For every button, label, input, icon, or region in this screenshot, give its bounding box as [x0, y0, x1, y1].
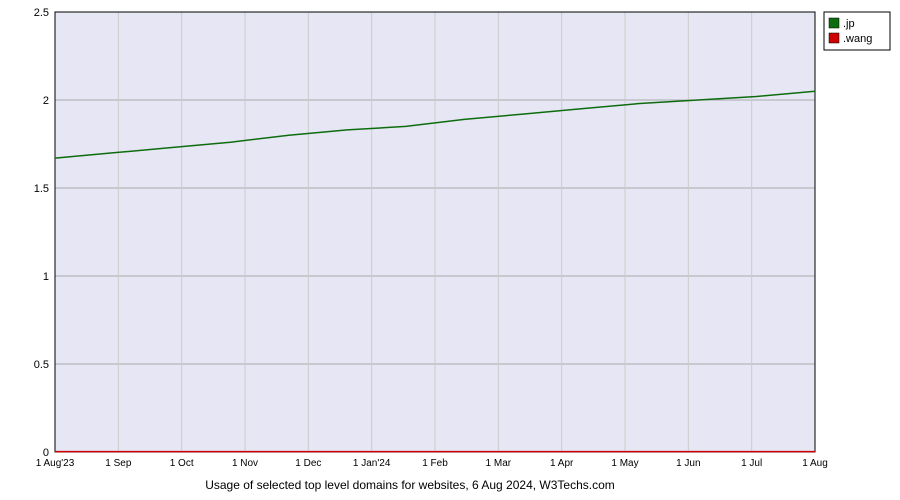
svg-text:1 Oct: 1 Oct	[170, 458, 194, 469]
line-chart: 00.511.522.51 Aug'231 Sep1 Oct1 Nov1 Dec…	[0, 0, 900, 500]
svg-text:2.5: 2.5	[34, 7, 49, 19]
svg-text:1 Nov: 1 Nov	[232, 458, 258, 469]
chart-caption: Usage of selected top level domains for …	[0, 478, 820, 492]
svg-text:1 Apr: 1 Apr	[550, 458, 574, 469]
svg-text:1 Mar: 1 Mar	[486, 458, 512, 469]
svg-text:0.5: 0.5	[34, 359, 49, 371]
svg-text:1 Aug: 1 Aug	[802, 458, 828, 469]
svg-text:2: 2	[43, 95, 49, 107]
svg-text:1: 1	[43, 271, 49, 283]
svg-text:.jp: .jp	[843, 18, 855, 30]
svg-text:1.5: 1.5	[34, 183, 49, 195]
svg-text:1 Feb: 1 Feb	[422, 458, 448, 469]
svg-text:1 Dec: 1 Dec	[295, 458, 321, 469]
svg-text:.wang: .wang	[843, 33, 872, 45]
svg-text:1 Jul: 1 Jul	[741, 458, 762, 469]
svg-text:1 Jan'24: 1 Jan'24	[353, 458, 391, 469]
chart-container: 00.511.522.51 Aug'231 Sep1 Oct1 Nov1 Dec…	[0, 0, 900, 500]
svg-text:1 Aug'23: 1 Aug'23	[36, 458, 75, 469]
svg-text:1 May: 1 May	[611, 458, 638, 469]
svg-text:1 Jun: 1 Jun	[676, 458, 700, 469]
svg-text:1 Sep: 1 Sep	[105, 458, 132, 469]
